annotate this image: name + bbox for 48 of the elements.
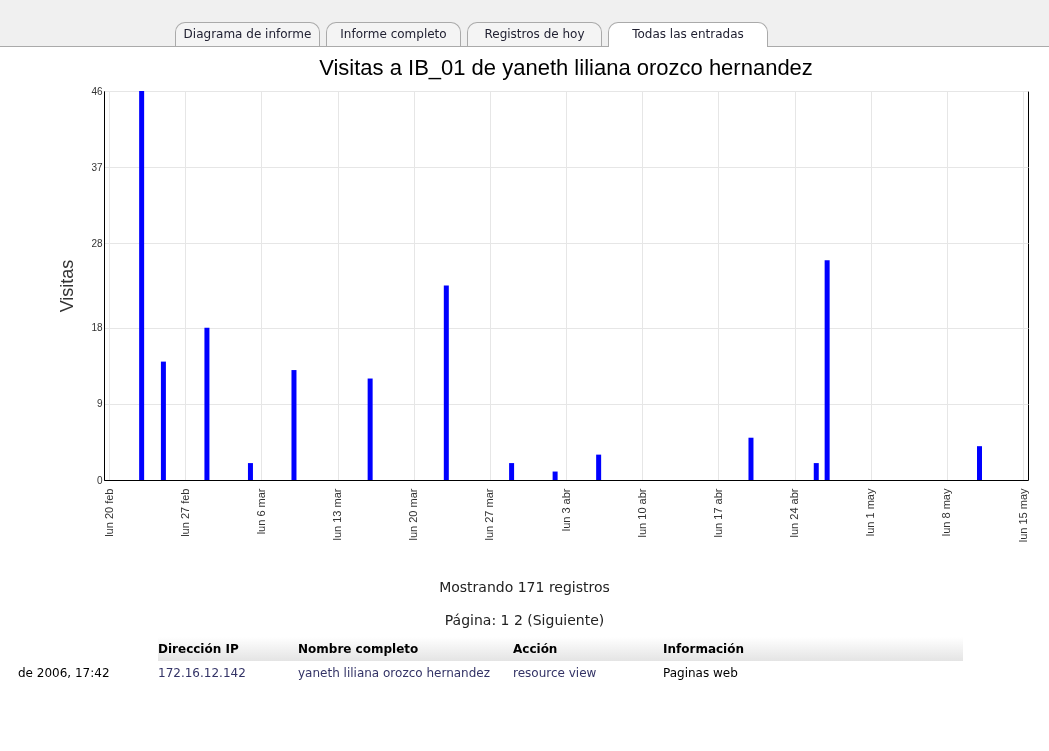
x-tick-label: lun 8 may — [940, 488, 953, 537]
text: de 2006, 17:42 — [18, 665, 111, 682]
y-tick-label: 46 — [91, 85, 103, 97]
text: Registros de hoy — [467, 22, 602, 46]
text: Diagrama de informe — [175, 22, 320, 46]
x-tick-label: lun 13 mar — [331, 488, 343, 541]
text: Paginas web — [663, 665, 739, 682]
y-tick-label: 18 — [91, 322, 103, 334]
text: yaneth liliana orozco hernandez — [298, 665, 491, 682]
x-tick-label: lun 20 mar — [407, 488, 420, 541]
bar — [824, 260, 830, 480]
y-tick-label: 0 — [96, 474, 103, 486]
text: Nombre completo — [298, 637, 513, 661]
text: 172.16.12.142 — [158, 665, 247, 682]
x-tick-label: lun 24 abr — [788, 488, 800, 538]
bar — [204, 327, 210, 480]
x-tick-label: lun 27 mar — [483, 488, 496, 541]
text: Información — [663, 637, 963, 661]
bar — [367, 378, 373, 480]
bar — [247, 463, 253, 480]
y-tick-label: 28 — [91, 237, 103, 249]
text: Mostrando 171 registros — [438, 578, 611, 597]
bar — [291, 370, 297, 480]
chart-title: Visitas a IB_01 de yaneth liliana orozco hernandez — [319, 55, 813, 80]
text: Dirección IP — [158, 637, 298, 661]
text: Informe completo — [326, 22, 461, 46]
text: resource view — [513, 665, 598, 682]
text: Todas las entradas — [608, 22, 768, 47]
bar — [976, 446, 982, 480]
text: Página: 1 2 (Siguiente) — [443, 611, 606, 630]
y-tick-label: 37 — [91, 161, 103, 173]
bar — [443, 285, 449, 480]
bar — [552, 471, 558, 480]
x-tick-label: lun 17 abr — [711, 488, 724, 538]
x-tick-label: lun 1 may — [864, 488, 877, 537]
bar — [748, 437, 754, 480]
x-tick-label: lun 3 abr — [559, 488, 572, 532]
x-tick-label: lun 27 feb — [178, 488, 191, 537]
x-tick-label: lun 10 abr — [635, 488, 648, 538]
bar — [596, 454, 602, 480]
y-tick-label: 9 — [96, 398, 103, 410]
x-tick-label: lun 20 feb — [102, 488, 115, 537]
x-tick-label: lun 6 mar — [254, 488, 267, 535]
text: Acción — [513, 637, 663, 661]
bar — [509, 463, 515, 480]
bar — [813, 463, 819, 480]
y-axis-title: Visitas — [57, 259, 78, 313]
x-tick-label: lun 15 may — [1016, 488, 1029, 543]
